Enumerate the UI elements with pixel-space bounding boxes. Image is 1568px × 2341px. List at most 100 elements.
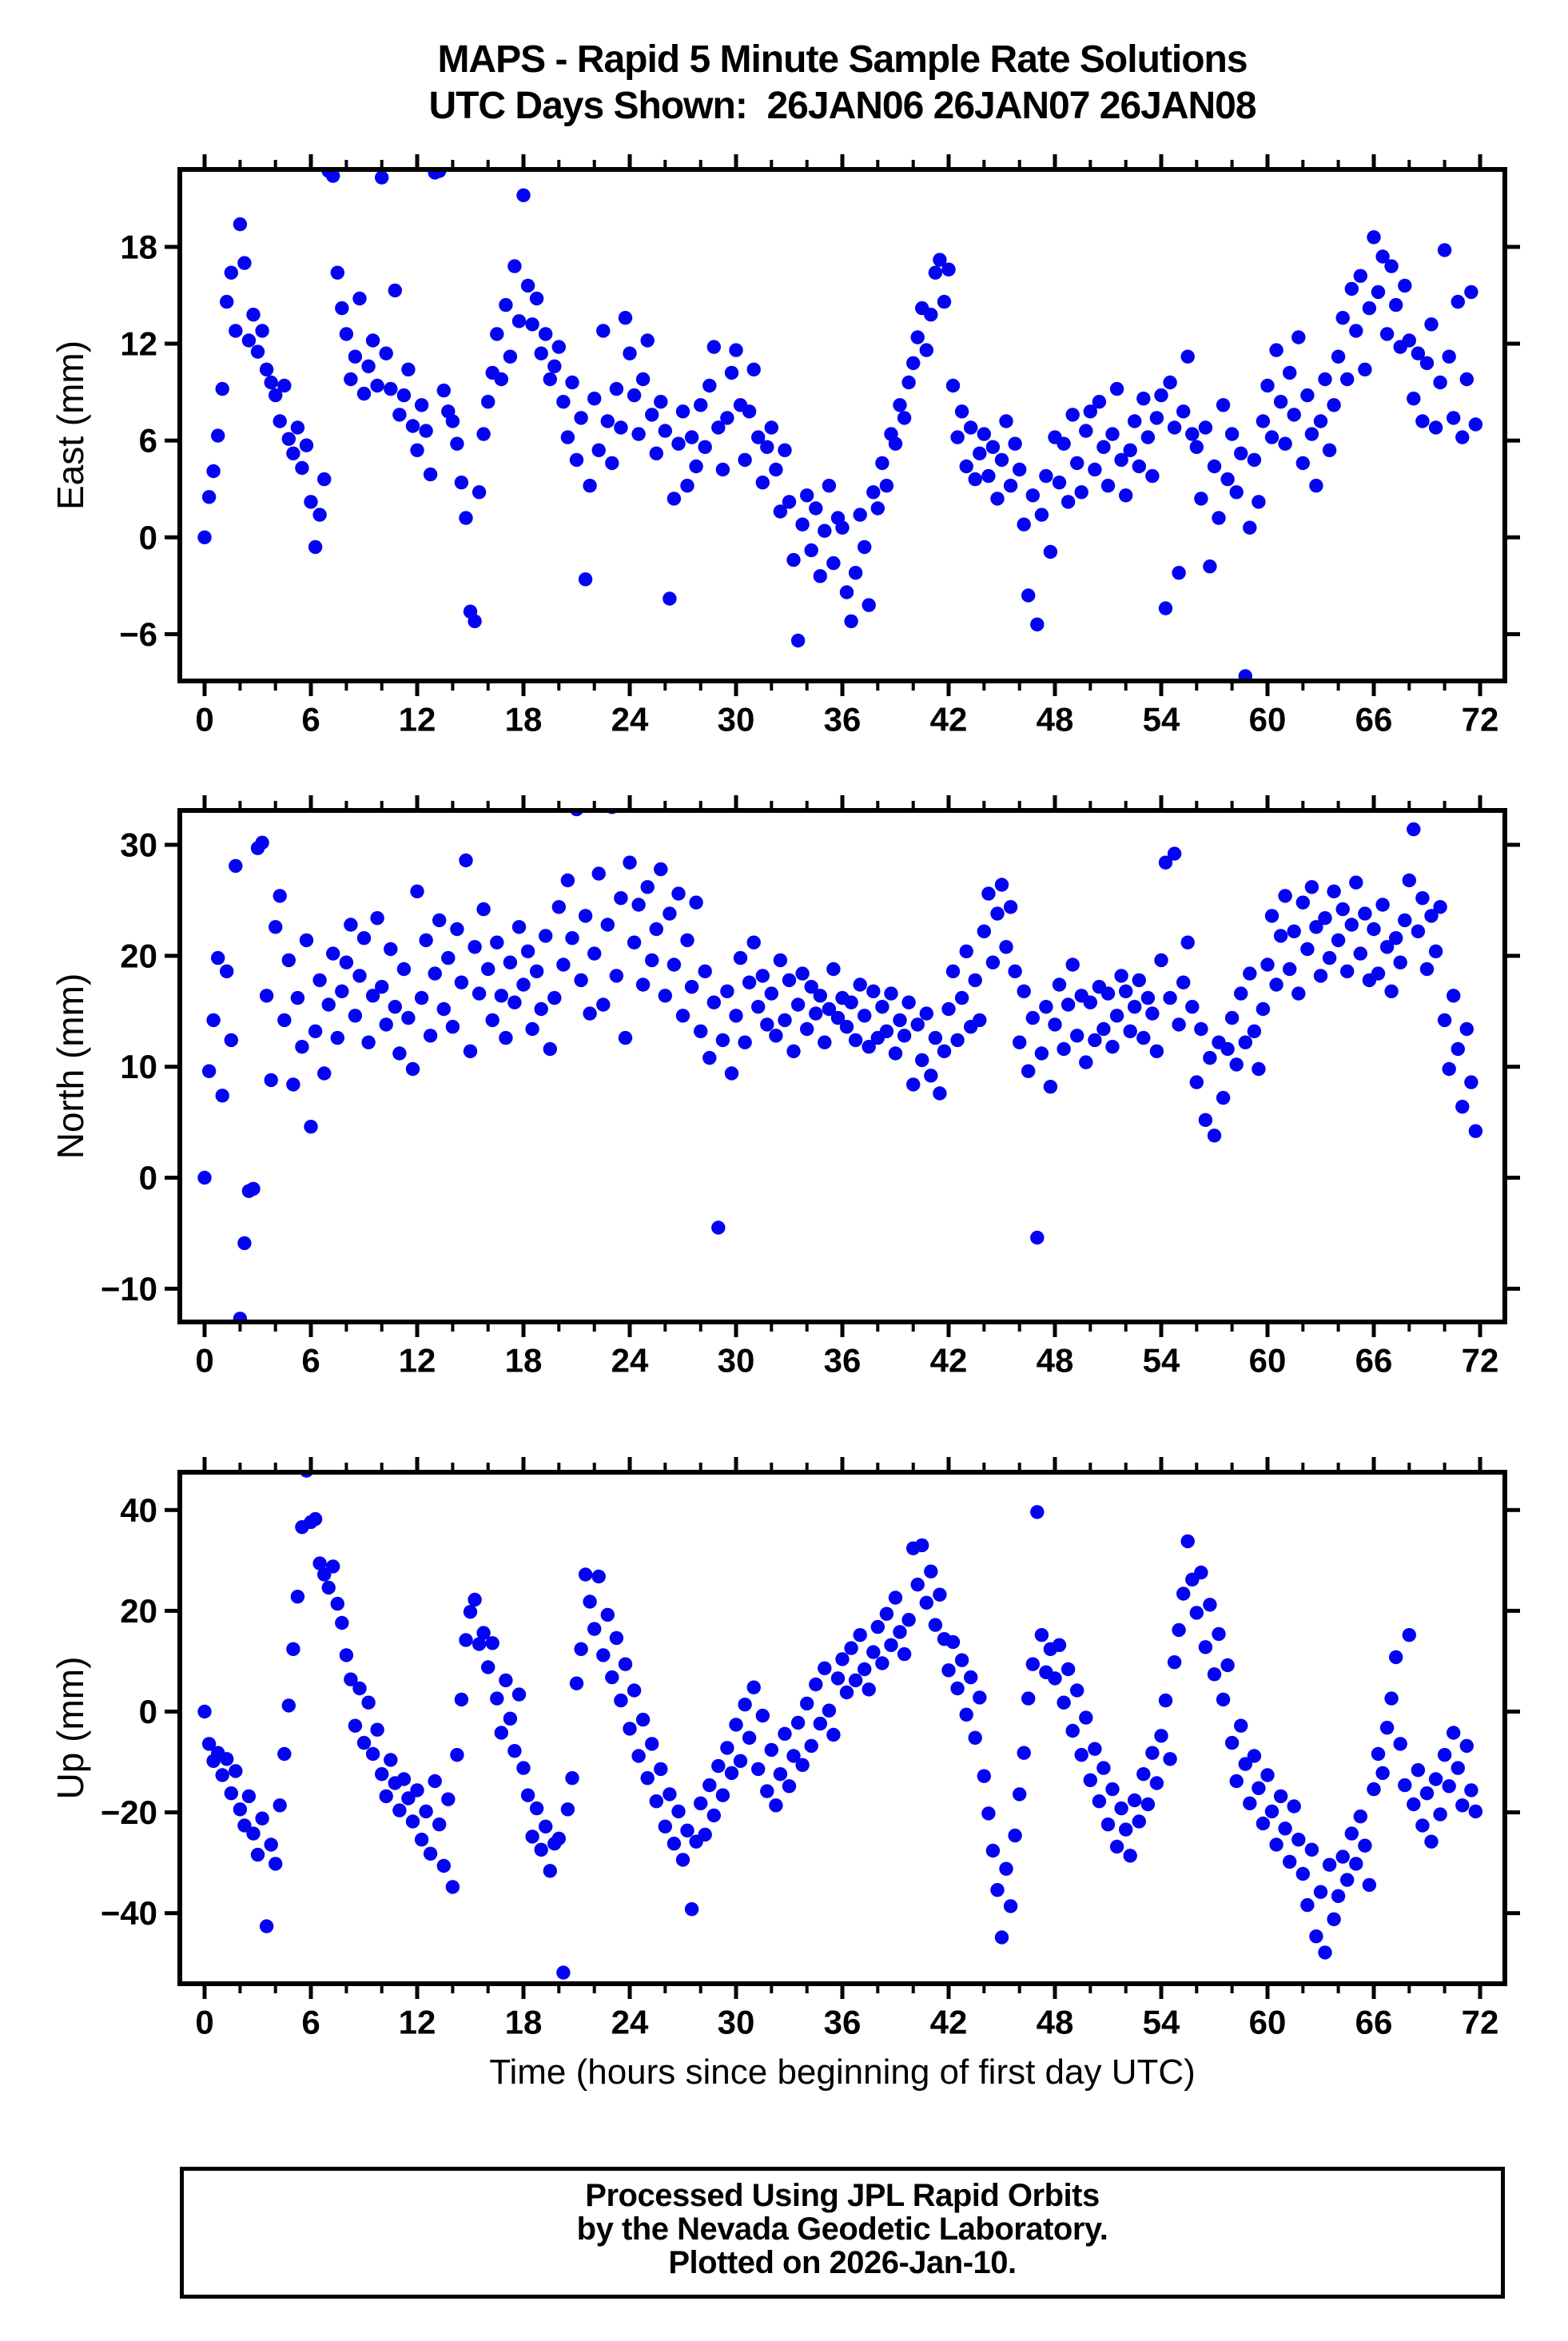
data-point bbox=[640, 880, 655, 894]
data-point bbox=[742, 975, 757, 989]
data-point bbox=[623, 855, 637, 870]
data-point bbox=[778, 1013, 792, 1028]
data-point bbox=[1295, 1866, 1311, 1881]
data-point bbox=[680, 1823, 694, 1837]
data-point bbox=[1247, 452, 1262, 468]
data-point bbox=[476, 1626, 491, 1640]
footer-line-1: Processed Using JPL Rapid Orbits bbox=[585, 2178, 1100, 2213]
footer-box: Processed Using JPL Rapid Orbits by the … bbox=[180, 2167, 1505, 2299]
data-point bbox=[255, 324, 269, 338]
data-point bbox=[215, 381, 229, 396]
data-point bbox=[924, 1564, 938, 1579]
data-point bbox=[1123, 1024, 1137, 1039]
data-point bbox=[1149, 1044, 1164, 1059]
data-point bbox=[1052, 476, 1067, 490]
data-point bbox=[694, 398, 708, 412]
data-point bbox=[317, 1567, 332, 1582]
data-point bbox=[220, 964, 234, 979]
data-point bbox=[1003, 479, 1018, 493]
up-x-tick-labels: 0 6 12 18 24 30 36 42 48 54 60 66 72 bbox=[195, 2004, 1498, 2041]
x-tick-label: 18 bbox=[505, 2004, 543, 2041]
data-point bbox=[375, 170, 389, 185]
east-panel: 0 6 12 18 24 30 36 42 48 54 60 66 72 −6 0 6 12 18 bbox=[119, 154, 1520, 739]
data-point bbox=[361, 359, 376, 373]
data-point bbox=[773, 953, 788, 968]
data-point bbox=[529, 291, 544, 306]
data-point bbox=[1340, 964, 1355, 979]
data-point bbox=[1100, 986, 1116, 1001]
data-point bbox=[1287, 924, 1301, 939]
data-point bbox=[906, 356, 921, 370]
data-point bbox=[246, 308, 261, 322]
data-point bbox=[875, 1000, 889, 1014]
data-point bbox=[1198, 420, 1213, 435]
data-point bbox=[520, 944, 535, 959]
data-point bbox=[981, 1806, 996, 1821]
x-tick-label: 30 bbox=[718, 1342, 755, 1380]
data-point bbox=[702, 1778, 717, 1793]
data-point bbox=[937, 1044, 952, 1059]
data-point bbox=[335, 1615, 349, 1630]
data-point bbox=[1442, 1779, 1456, 1794]
data-point bbox=[534, 346, 548, 360]
data-point bbox=[578, 572, 593, 587]
data-point bbox=[365, 989, 380, 1003]
data-point bbox=[1220, 1041, 1235, 1057]
data-point bbox=[326, 1559, 340, 1574]
data-point bbox=[862, 598, 876, 612]
data-point bbox=[494, 372, 508, 387]
data-point bbox=[352, 291, 367, 306]
x-tick-label: 54 bbox=[1143, 1342, 1180, 1380]
data-point bbox=[201, 490, 217, 504]
data-point bbox=[822, 1001, 837, 1017]
data-point bbox=[511, 1687, 527, 1702]
data-point bbox=[436, 1858, 451, 1873]
data-point bbox=[941, 1663, 956, 1678]
data-point bbox=[1172, 566, 1186, 580]
data-point bbox=[490, 327, 504, 341]
data-point bbox=[375, 1767, 389, 1782]
data-point bbox=[1021, 588, 1036, 603]
data-point bbox=[1145, 1746, 1160, 1760]
data-point bbox=[910, 1017, 925, 1032]
data-point bbox=[1212, 1626, 1226, 1642]
data-point bbox=[1132, 973, 1147, 988]
x-tick-label: 24 bbox=[611, 2004, 649, 2041]
data-point bbox=[1243, 966, 1257, 981]
data-point bbox=[468, 940, 482, 954]
data-point bbox=[684, 430, 699, 444]
data-point bbox=[888, 1046, 903, 1061]
data-point bbox=[1128, 414, 1142, 428]
data-point bbox=[1238, 1757, 1253, 1771]
data-point bbox=[450, 922, 464, 937]
data-point bbox=[410, 884, 424, 899]
data-point bbox=[706, 995, 721, 1009]
x-tick-label: 24 bbox=[611, 1342, 649, 1380]
data-point bbox=[981, 468, 996, 484]
y-tick-label: −10 bbox=[101, 1270, 157, 1308]
x-tick-label: 42 bbox=[930, 2004, 968, 2041]
data-point bbox=[809, 1677, 823, 1692]
x-tick-label: 42 bbox=[930, 1342, 968, 1380]
y-tick-label: −6 bbox=[119, 615, 157, 653]
data-point bbox=[901, 995, 916, 1009]
data-point bbox=[1415, 891, 1430, 906]
data-point bbox=[201, 1064, 217, 1078]
data-point bbox=[1180, 1534, 1195, 1549]
data-point bbox=[609, 969, 624, 983]
data-point bbox=[782, 1779, 797, 1794]
data-point bbox=[1185, 1000, 1200, 1014]
data-point bbox=[600, 918, 615, 932]
data-point bbox=[813, 569, 827, 583]
data-point bbox=[667, 958, 682, 972]
data-point bbox=[269, 1857, 283, 1871]
data-point bbox=[591, 866, 606, 881]
data-point bbox=[848, 566, 863, 580]
x-tick-label: 42 bbox=[930, 701, 968, 739]
data-point bbox=[1140, 990, 1156, 1005]
data-point bbox=[738, 452, 752, 468]
data-point bbox=[760, 1784, 774, 1798]
x-tick-label: 60 bbox=[1249, 701, 1287, 739]
data-point bbox=[635, 372, 651, 387]
data-point bbox=[1283, 365, 1297, 380]
